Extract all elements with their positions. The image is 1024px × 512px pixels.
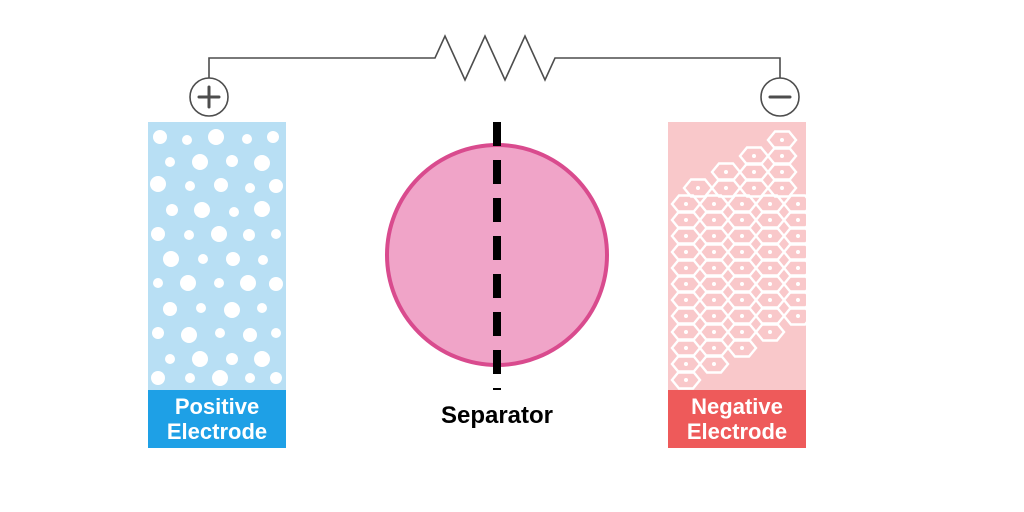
negative-electrode-label-line2: Electrode (687, 419, 787, 444)
circuit-wire (209, 36, 780, 97)
negative-electrode-label-line1: Negative (691, 394, 783, 419)
negative-electrode-label: Negative Electrode (668, 390, 806, 448)
separator-label-text: Separator (441, 402, 553, 429)
positive-electrode-label-line1: Positive (175, 394, 259, 419)
negative-electrode (668, 122, 806, 390)
battery-diagram: Positive Electrode Negative Electrode Se… (0, 0, 1024, 512)
positive-electrode-label: Positive Electrode (148, 390, 286, 448)
positive-electrode-label-line2: Electrode (167, 419, 267, 444)
separator-label: Separator (397, 402, 597, 430)
